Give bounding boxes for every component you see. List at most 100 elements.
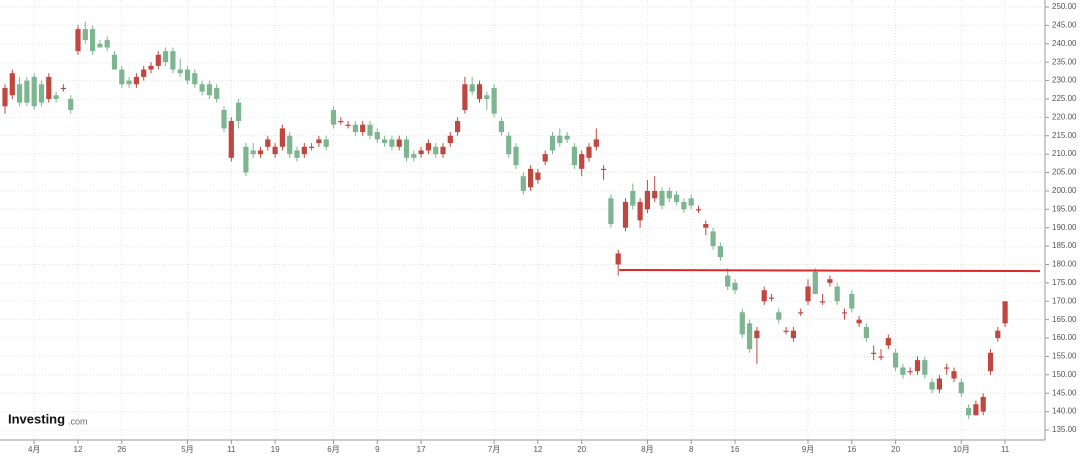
y-tick-label: 160.00 bbox=[1052, 333, 1077, 342]
candle-body bbox=[433, 146, 439, 155]
x-tick-label: 20 bbox=[891, 445, 900, 454]
candle-body bbox=[652, 190, 658, 199]
candle-body bbox=[287, 135, 293, 155]
candle-body bbox=[24, 80, 30, 103]
candle-body bbox=[382, 139, 388, 144]
candle-body bbox=[104, 40, 110, 48]
candle-body bbox=[885, 338, 891, 346]
y-tick-label: 135.00 bbox=[1052, 425, 1077, 434]
candle-body bbox=[754, 330, 760, 339]
y-tick-label: 195.00 bbox=[1052, 204, 1077, 213]
candle-body bbox=[841, 312, 848, 314]
y-tick-label: 205.00 bbox=[1052, 168, 1077, 177]
candle-body bbox=[97, 43, 103, 48]
x-tick-label: 26 bbox=[117, 445, 126, 454]
candle-body bbox=[863, 327, 869, 339]
candle-body bbox=[9, 73, 15, 96]
candle-body bbox=[666, 190, 672, 199]
candle-body bbox=[608, 198, 614, 225]
candle-body bbox=[447, 135, 453, 144]
candle-body bbox=[995, 330, 1001, 339]
candle-body bbox=[265, 139, 271, 147]
candle-body bbox=[53, 95, 59, 99]
y-tick-label: 210.00 bbox=[1052, 149, 1077, 158]
candle-body bbox=[593, 139, 599, 147]
x-tick-label: 9 bbox=[375, 445, 380, 454]
candle-body bbox=[90, 29, 96, 52]
candle-body bbox=[914, 360, 921, 372]
candle-body bbox=[228, 121, 234, 158]
candle-body bbox=[206, 84, 212, 96]
candle-body bbox=[973, 404, 979, 416]
candle-body bbox=[389, 139, 395, 147]
candle-body bbox=[958, 382, 964, 394]
y-tick-label: 240.00 bbox=[1052, 39, 1077, 48]
candle-body bbox=[38, 84, 45, 103]
candle-body bbox=[192, 73, 198, 85]
candle-body bbox=[141, 69, 147, 77]
candle-body bbox=[878, 356, 884, 358]
candle-body bbox=[243, 146, 249, 173]
candle-body bbox=[374, 132, 380, 140]
candle-body bbox=[469, 84, 475, 92]
candle-body bbox=[520, 176, 526, 191]
candle-body bbox=[17, 84, 23, 103]
candle-body bbox=[907, 371, 913, 373]
y-tick-label: 185.00 bbox=[1052, 241, 1077, 250]
candle-body bbox=[710, 231, 716, 247]
x-tick-label: 16 bbox=[731, 445, 740, 454]
candle-body bbox=[630, 190, 636, 206]
candle-body bbox=[980, 396, 986, 412]
candle-body bbox=[871, 352, 877, 354]
candle-body bbox=[476, 84, 483, 99]
x-tick-label: 5月 bbox=[181, 445, 193, 454]
candle-body bbox=[148, 65, 154, 70]
candle-body bbox=[316, 139, 322, 144]
candle-body bbox=[411, 154, 417, 158]
candle-body bbox=[418, 150, 424, 155]
candle-body bbox=[761, 290, 767, 302]
candle-body bbox=[644, 190, 650, 210]
candle-body bbox=[951, 371, 957, 379]
candle-body bbox=[528, 168, 534, 188]
candle-body bbox=[440, 146, 446, 155]
candle-body bbox=[31, 76, 37, 107]
y-tick-label: 220.00 bbox=[1052, 112, 1077, 121]
candle-body bbox=[688, 198, 694, 206]
candle-body bbox=[966, 407, 972, 416]
candle-body bbox=[535, 172, 541, 180]
candle-body bbox=[900, 367, 906, 375]
candle-body bbox=[330, 109, 337, 125]
candle-body bbox=[345, 124, 351, 126]
x-tick-label: 12 bbox=[533, 445, 542, 454]
candle-body bbox=[936, 378, 942, 390]
candle-body bbox=[403, 139, 410, 158]
candle-body bbox=[170, 51, 176, 70]
candle-body bbox=[177, 69, 183, 74]
y-tick-label: 145.00 bbox=[1052, 388, 1077, 397]
y-tick-label: 230.00 bbox=[1052, 76, 1077, 85]
x-tick-label: 9月 bbox=[802, 445, 814, 454]
candle-body bbox=[250, 150, 256, 155]
candle-body bbox=[2, 87, 8, 107]
candle-body bbox=[987, 352, 994, 372]
candle-body bbox=[279, 128, 285, 147]
candle-body bbox=[133, 76, 139, 85]
candle-body bbox=[768, 297, 775, 299]
x-tick-label: 20 bbox=[577, 445, 586, 454]
x-tick-label: 6月 bbox=[327, 445, 339, 454]
candle-body bbox=[272, 146, 278, 155]
candle-body bbox=[119, 69, 125, 85]
candle-body bbox=[60, 87, 66, 90]
candle-body bbox=[739, 312, 745, 335]
candle-body bbox=[75, 29, 81, 52]
candle-body bbox=[637, 201, 643, 221]
candle-body bbox=[323, 139, 329, 147]
candle-body bbox=[856, 319, 862, 324]
y-tick-label: 250.00 bbox=[1052, 2, 1077, 11]
candle-body bbox=[944, 367, 950, 369]
candle-body bbox=[309, 146, 315, 148]
x-tick-label: 19 bbox=[271, 445, 280, 454]
x-tick-label: 12 bbox=[74, 445, 83, 454]
